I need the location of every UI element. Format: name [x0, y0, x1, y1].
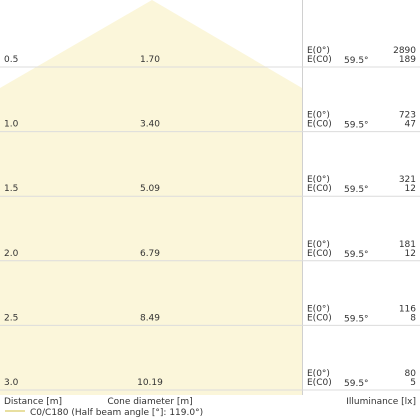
e0-label: E(0°): [307, 369, 330, 379]
ec0-value: 12: [405, 184, 416, 194]
ec0-label: E(C0): [307, 249, 332, 259]
ec0-label: E(C0): [307, 184, 332, 194]
cone-diameter: 3.40: [140, 120, 160, 130]
ec0-value: 189: [399, 55, 416, 65]
distance: 3.0: [4, 378, 19, 388]
ec0-label: E(C0): [307, 55, 332, 65]
ec0-label: E(C0): [307, 120, 332, 130]
distance: 2.0: [4, 249, 19, 259]
e0-value: 321: [399, 175, 416, 185]
ec0-value: 12: [405, 249, 416, 259]
e0-label: E(0°): [307, 304, 330, 314]
illuminance-header: Illuminance [lx]: [346, 397, 416, 407]
e0-label: E(0°): [307, 46, 330, 56]
ec0-value: 8: [410, 313, 416, 323]
e0-value: 723: [399, 111, 416, 121]
distance: 1.0: [4, 120, 19, 130]
diameter-header: Cone diameter [m]: [107, 397, 192, 407]
e0-label: E(0°): [307, 175, 330, 185]
half-angle: 59.5°: [344, 250, 369, 260]
distance-header: Distance [m]: [4, 397, 62, 407]
light-cone: [0, 0, 302, 395]
half-angle: 59.5°: [344, 56, 369, 66]
half-angle: 59.5°: [344, 379, 369, 389]
cone-diameter: 8.49: [140, 313, 160, 323]
cone-diameter: 6.79: [140, 249, 160, 259]
e0-value: 2890: [393, 46, 416, 56]
cone-diameter: 5.09: [140, 184, 160, 194]
half-angle: 59.5°: [344, 185, 369, 195]
e0-value: 80: [405, 369, 417, 379]
half-angle: 59.5°: [344, 314, 369, 324]
legend-label: C0/C180 (Half beam angle [°]: 119.0°): [30, 408, 203, 418]
ec0-value: 5: [410, 378, 416, 388]
ec0-label: E(C0): [307, 378, 332, 388]
ec0-label: E(C0): [307, 313, 332, 323]
e0-label: E(0°): [307, 111, 330, 121]
e0-value: 181: [399, 240, 416, 250]
e0-value: 116: [399, 304, 416, 314]
e0-label: E(0°): [307, 240, 330, 250]
ec0-value: 47: [405, 120, 416, 130]
cone-diameter: 10.19: [137, 378, 163, 388]
distance: 1.5: [4, 184, 18, 194]
distance: 0.5: [4, 55, 18, 65]
half-angle: 59.5°: [344, 121, 369, 131]
cone-diameter: 1.70: [140, 55, 160, 65]
distance: 2.5: [4, 313, 18, 323]
